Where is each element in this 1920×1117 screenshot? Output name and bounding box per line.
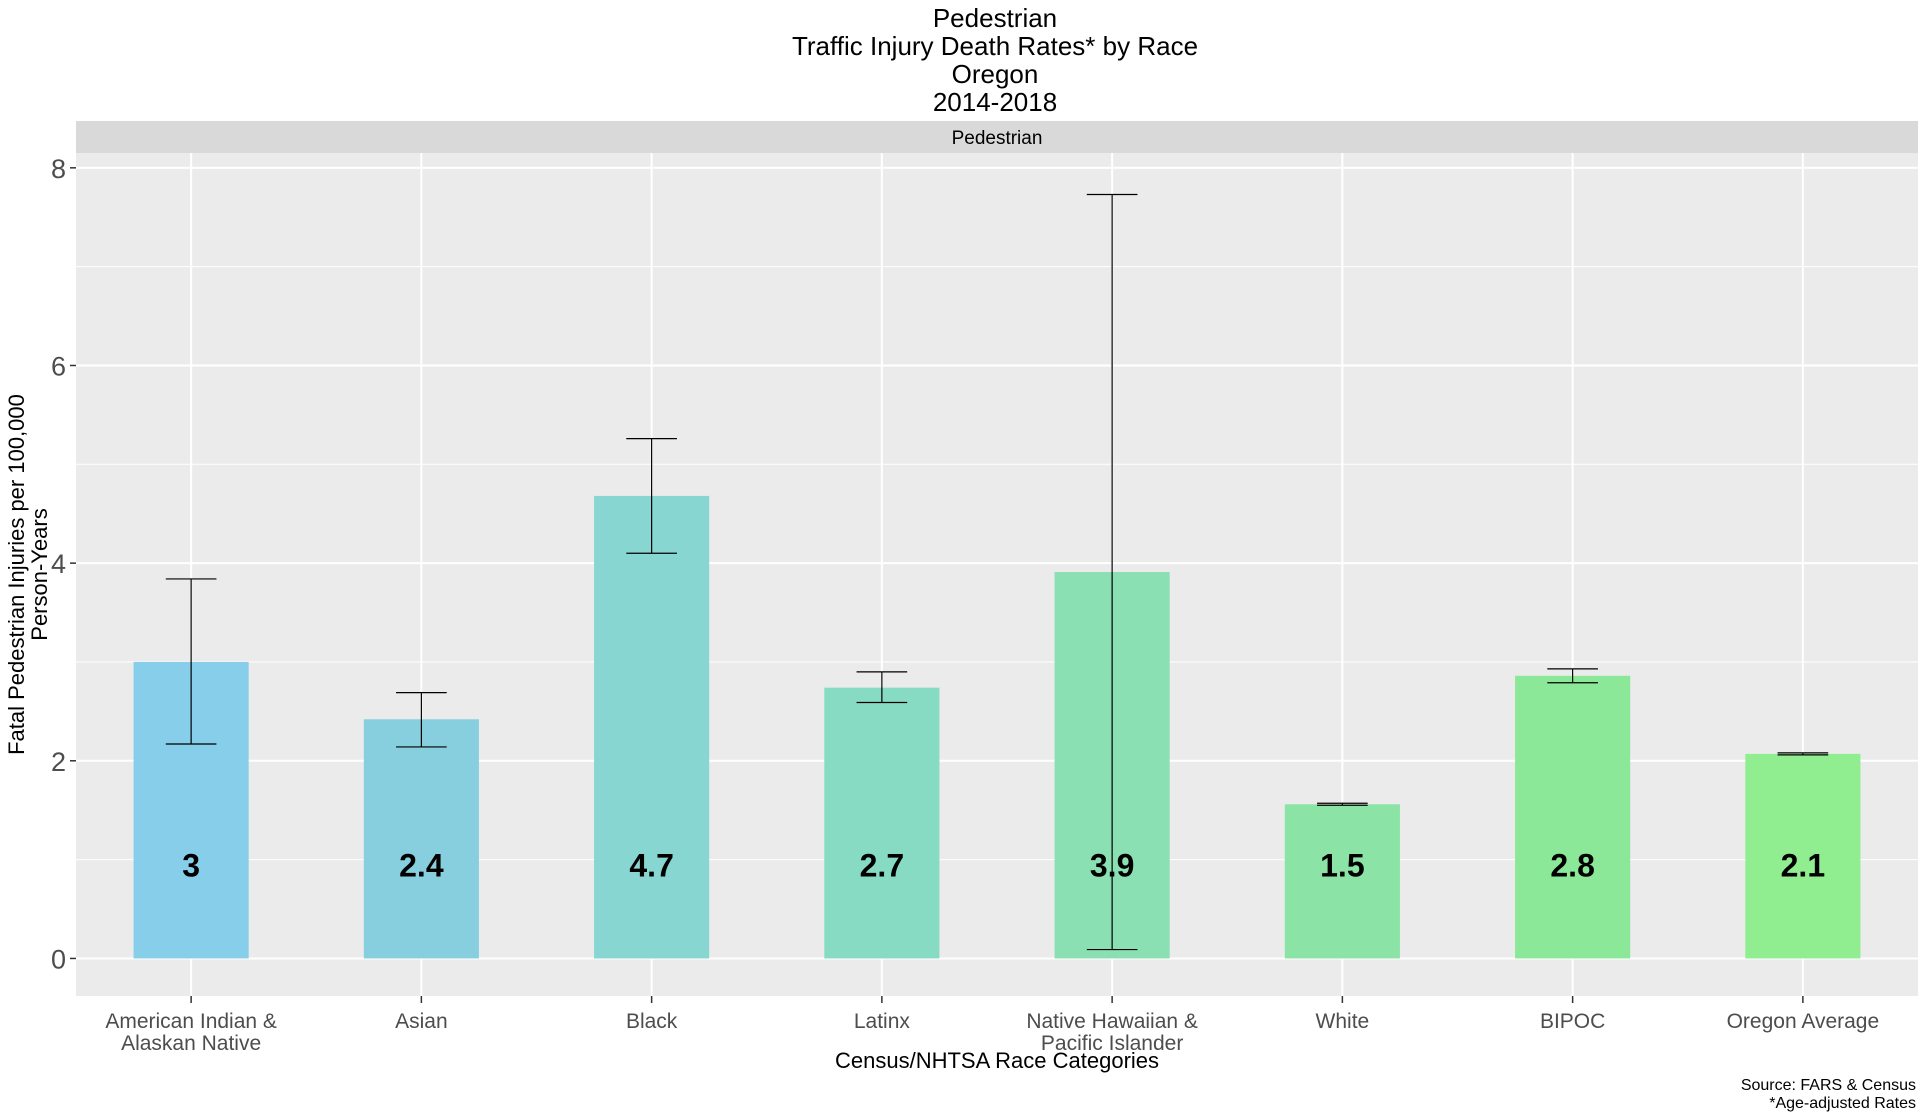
caption-source: Source: FARS & Census [1740,1077,1916,1094]
bar-data-label: 3 [182,848,200,884]
x-tick-label: American Indian & [105,1010,277,1033]
data-labels: 3 2.4 4.7 2.7 3.9 1.5 2.8 2.1 [182,848,1825,884]
y-tick-label: 4 [51,549,66,579]
caption: Source: FARS & Census *Age-adjusted Rate… [1741,1077,1916,1113]
title-line-2: Traffic Injury Death Rates* by Race [791,31,1199,61]
x-tick-label: White [1316,1010,1370,1033]
bar [1515,675,1631,959]
x-tick-label: Asian [395,1010,448,1033]
error-bar [1547,668,1598,684]
y-tick-label: 0 [51,944,66,974]
x-tick-label: Alaskan Native [121,1032,261,1055]
bar [824,687,940,959]
error-bar [856,671,908,704]
bar-data-label: 2.7 [860,848,904,884]
x-tick-label: Pacific Islander [1041,1032,1183,1055]
bar-data-label: 2.4 [399,848,444,884]
y-tick-label: 8 [51,154,66,184]
bar-data-label: 2.1 [1781,848,1825,884]
bar [363,719,479,959]
bar-data-label: 2.8 [1550,848,1594,884]
bar [594,495,710,959]
bar [1284,804,1400,959]
x-axis-ticks: American Indian &Alaskan Native Asian Blac… [105,996,1879,1055]
chart-title: Pedestrian Traffic Injury Death Rates* b… [0,4,1920,116]
x-tick-label: Black [626,1010,678,1033]
error-bar [1777,752,1829,756]
y-tick-label: 2 [51,747,66,777]
facet-strip-label: Pedestrian [952,128,1043,149]
error-bar [396,691,447,748]
y-axis-title-line-1: Fatal Pedestrian Injuries per 100,000 [4,394,29,755]
error-bar [1086,193,1138,951]
x-tick-label: Native Hawaiian & [1026,1010,1198,1033]
title-line-3: Oregon [951,59,1039,89]
title-line-4: 2014-2018 [932,87,1058,117]
title-line-1: Pedestrian [932,3,1058,33]
x-tick-label: BIPOC [1540,1010,1605,1033]
bar-data-label: 3.9 [1090,848,1134,884]
x-tick-label: Latinx [854,1010,911,1033]
error-bar [165,578,217,745]
y-tick-label: 6 [51,351,66,381]
bar-data-label: 4.7 [629,848,673,884]
x-axis-title: Census/NHTSA Race Categories [835,1048,1159,1073]
plot-panel [76,153,1918,996]
y-axis-title-line-2: Person-Years [27,508,52,640]
error-bars [165,193,1829,951]
bar-data-label: 1.5 [1320,848,1364,884]
y-axis-ticks: 0 2 4 6 8 [51,154,76,974]
y-axis-title: Fatal Pedestrian Injuries per 100,000 Pe… [4,394,52,755]
facet-strip [76,121,1918,153]
caption-note: *Age-adjusted Rates [1769,1095,1916,1112]
error-bar [626,438,677,554]
x-tick-label: Oregon Average [1727,1010,1880,1033]
bar [1745,753,1861,959]
error-bar [1317,802,1368,806]
